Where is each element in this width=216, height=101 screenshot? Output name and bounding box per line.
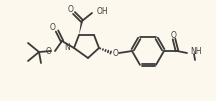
Text: O: O [113, 48, 119, 57]
Text: NH: NH [190, 47, 202, 56]
Text: O: O [45, 46, 51, 56]
Text: OH: OH [97, 7, 109, 16]
Text: O: O [50, 24, 56, 33]
Text: O: O [171, 31, 177, 39]
Text: N: N [64, 43, 70, 52]
Text: O: O [68, 5, 74, 15]
Polygon shape [79, 21, 83, 35]
